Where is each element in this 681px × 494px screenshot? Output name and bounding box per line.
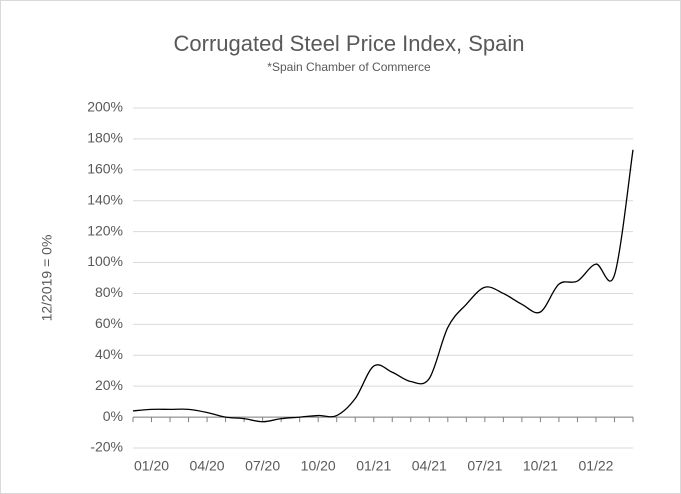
y-tick-label: 40%	[95, 346, 123, 362]
y-tick-label: 160%	[87, 161, 123, 177]
y-tick-label: 140%	[87, 191, 123, 207]
y-tick-label: -20%	[90, 439, 123, 455]
x-tick-label: 07/20	[245, 458, 280, 474]
x-tick-label: 10/20	[301, 458, 336, 474]
chart-subtitle: *Spain Chamber of Commerce	[267, 60, 431, 74]
y-axis-label: 12/2019 = 0%	[39, 235, 55, 322]
x-tick-label: 01/20	[134, 458, 169, 474]
x-tick-label: 01/22	[578, 458, 613, 474]
y-tick-label: 100%	[87, 253, 123, 269]
y-tick-label: 80%	[95, 284, 123, 300]
y-tick-label: 20%	[95, 377, 123, 393]
x-tick-label: 04/21	[412, 458, 447, 474]
x-tick-label: 04/20	[190, 458, 225, 474]
y-tick-label: 60%	[95, 315, 123, 331]
y-tick-label: 120%	[87, 222, 123, 238]
x-tick-label: 01/21	[356, 458, 391, 474]
line-series	[132, 149, 634, 423]
y-tick-label: 200%	[87, 99, 123, 115]
x-tick-label: 10/21	[523, 458, 558, 474]
y-tick-label: 180%	[87, 130, 123, 146]
chart-title: Corrugated Steel Price Index, Spain	[174, 31, 525, 56]
x-tick-label: 07/21	[467, 458, 502, 474]
y-tick-label: 0%	[103, 408, 123, 424]
